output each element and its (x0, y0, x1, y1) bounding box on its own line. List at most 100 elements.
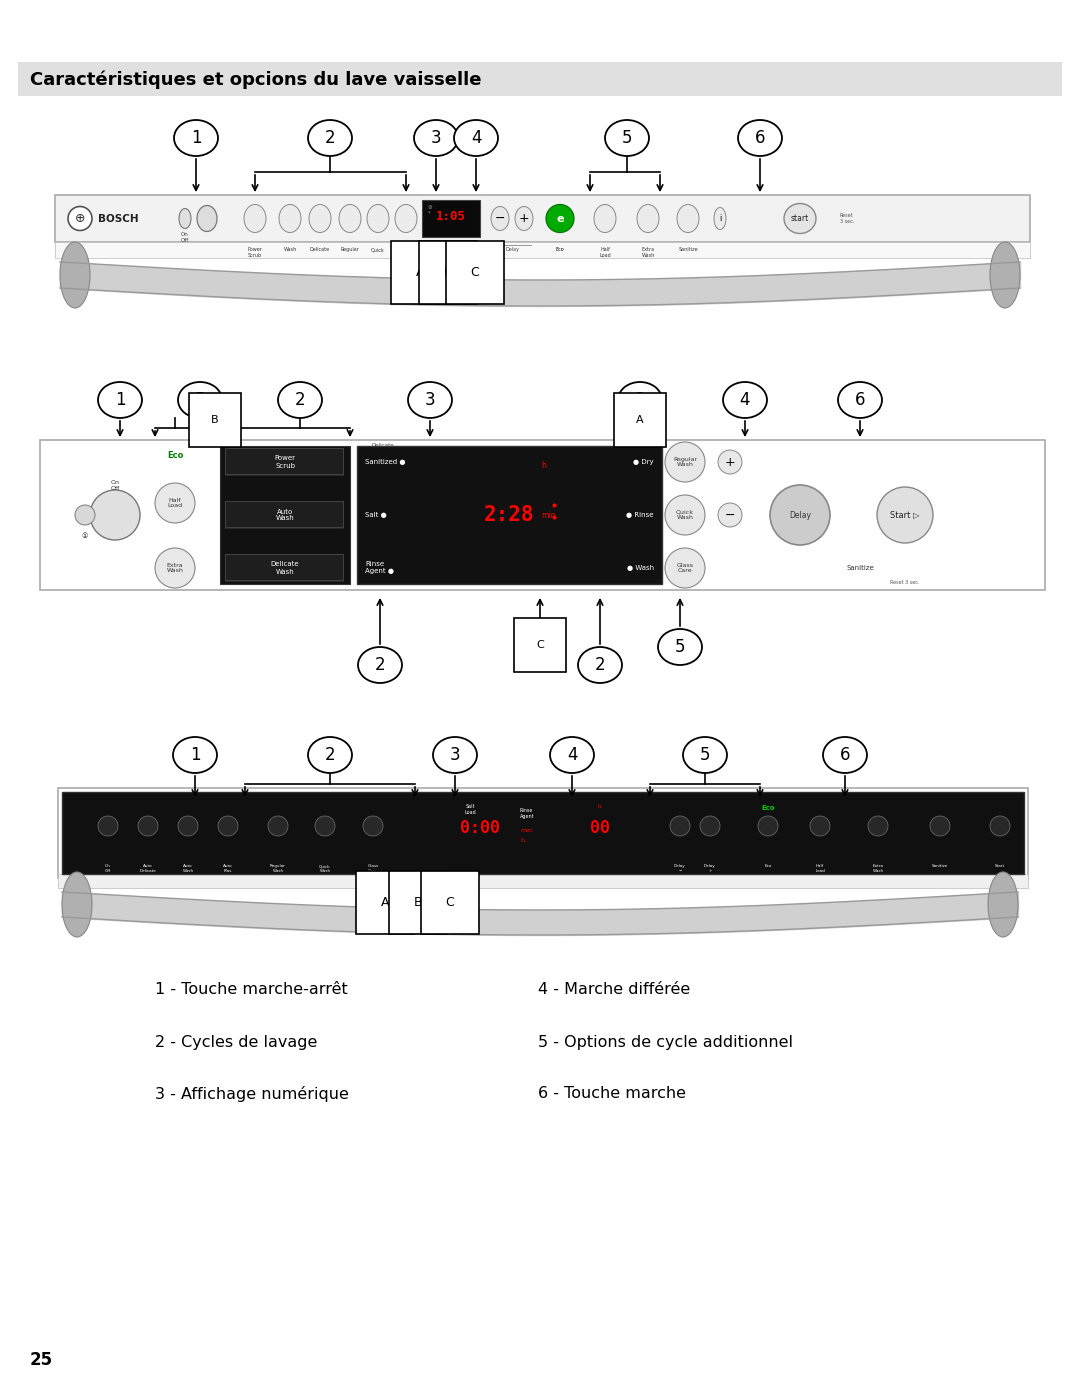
Circle shape (868, 816, 888, 835)
Text: −: − (495, 212, 505, 225)
Text: Glass
Care: Glass Care (676, 563, 693, 573)
Text: 1 - Touche marche-arrêt: 1 - Touche marche-arrêt (156, 982, 348, 997)
FancyBboxPatch shape (225, 555, 343, 580)
Text: min.: min. (519, 828, 534, 834)
Ellipse shape (98, 381, 141, 418)
FancyBboxPatch shape (225, 448, 343, 474)
Ellipse shape (308, 120, 352, 156)
Ellipse shape (550, 738, 594, 773)
Text: e: e (556, 214, 564, 224)
Text: 4 - Marche différée: 4 - Marche différée (538, 982, 690, 997)
Text: B: B (444, 265, 453, 278)
Text: C: C (446, 895, 455, 908)
Circle shape (877, 488, 933, 543)
Text: ①: ① (82, 534, 89, 539)
Ellipse shape (714, 208, 726, 229)
Ellipse shape (605, 120, 649, 156)
Text: ⊕: ⊕ (75, 212, 85, 225)
Text: Extra
Wash: Extra Wash (166, 563, 184, 573)
Circle shape (315, 816, 335, 835)
Text: 4: 4 (740, 391, 751, 409)
Text: C: C (536, 640, 544, 650)
Text: start: start (791, 214, 809, 224)
Text: Start ▷: Start ▷ (890, 510, 920, 520)
FancyBboxPatch shape (225, 502, 343, 527)
Text: 6: 6 (840, 746, 850, 764)
Text: Eco: Eco (166, 450, 184, 460)
Ellipse shape (309, 204, 330, 232)
FancyBboxPatch shape (62, 792, 1024, 875)
Text: 2: 2 (325, 129, 335, 147)
Ellipse shape (278, 381, 322, 418)
Text: Delay: Delay (505, 247, 519, 251)
Text: 6 - Touche marche: 6 - Touche marche (538, 1087, 686, 1101)
Ellipse shape (414, 120, 458, 156)
Text: On
Off: On Off (105, 863, 111, 873)
Text: 1: 1 (114, 391, 125, 409)
Text: Half
Load: Half Load (599, 247, 611, 258)
Text: Delicate: Delicate (372, 443, 394, 448)
Circle shape (138, 816, 158, 835)
Ellipse shape (174, 120, 218, 156)
Text: Extra
Wash: Extra Wash (873, 863, 883, 873)
Ellipse shape (179, 208, 191, 229)
Circle shape (670, 816, 690, 835)
Circle shape (665, 548, 705, 588)
Text: Half
Load: Half Load (167, 497, 183, 509)
Ellipse shape (454, 120, 498, 156)
Circle shape (156, 548, 195, 588)
Ellipse shape (594, 204, 616, 232)
Text: Quick
Wash: Quick Wash (320, 863, 330, 873)
Text: Delay: Delay (789, 510, 811, 520)
Circle shape (758, 816, 778, 835)
Circle shape (546, 204, 573, 232)
Text: min.: min. (541, 510, 558, 520)
Text: Salt
Load: Salt Load (464, 805, 476, 814)
Text: A: A (381, 895, 389, 908)
Text: 5: 5 (700, 746, 711, 764)
Ellipse shape (357, 647, 402, 683)
Text: Salt ●: Salt ● (365, 511, 387, 518)
Text: Auto
Delicate: Auto Delicate (139, 863, 157, 873)
Text: 5: 5 (194, 391, 205, 409)
Text: Power
Scrub: Power Scrub (247, 247, 262, 258)
FancyBboxPatch shape (40, 440, 1045, 590)
Text: ● Dry: ● Dry (633, 460, 654, 465)
Text: Delicate: Delicate (310, 247, 330, 251)
Circle shape (75, 504, 95, 525)
Circle shape (218, 816, 238, 835)
Ellipse shape (408, 381, 453, 418)
Circle shape (665, 441, 705, 482)
Text: 1:05: 1:05 (436, 210, 465, 224)
Text: 1: 1 (190, 746, 200, 764)
Circle shape (156, 483, 195, 522)
Ellipse shape (990, 242, 1020, 307)
Text: Caractéristiques et opcions du lave vaisselle: Caractéristiques et opcions du lave vais… (30, 71, 482, 89)
Text: Rinse
Agent: Rinse Agent (519, 807, 535, 819)
FancyBboxPatch shape (18, 61, 1062, 96)
Ellipse shape (677, 204, 699, 232)
Text: 0:00: 0:00 (460, 819, 500, 837)
Ellipse shape (279, 204, 301, 232)
Text: B: B (414, 895, 422, 908)
Ellipse shape (367, 204, 389, 232)
Text: Power
Scrub: Power Scrub (274, 455, 296, 468)
FancyBboxPatch shape (58, 875, 1028, 888)
Ellipse shape (60, 242, 90, 307)
Text: Sanitize: Sanitize (678, 247, 698, 251)
Ellipse shape (784, 204, 816, 233)
Ellipse shape (433, 738, 477, 773)
Text: h.: h. (519, 838, 526, 844)
Text: 5: 5 (675, 638, 685, 657)
Circle shape (98, 816, 118, 835)
Circle shape (718, 450, 742, 474)
Ellipse shape (308, 738, 352, 773)
Ellipse shape (723, 381, 767, 418)
Text: Regular
Wash: Regular Wash (270, 863, 286, 873)
FancyBboxPatch shape (357, 446, 662, 584)
Circle shape (718, 503, 742, 527)
Ellipse shape (988, 872, 1018, 937)
Ellipse shape (491, 207, 509, 231)
Text: 2 - Cycles de lavage: 2 - Cycles de lavage (156, 1035, 318, 1049)
Ellipse shape (578, 647, 622, 683)
